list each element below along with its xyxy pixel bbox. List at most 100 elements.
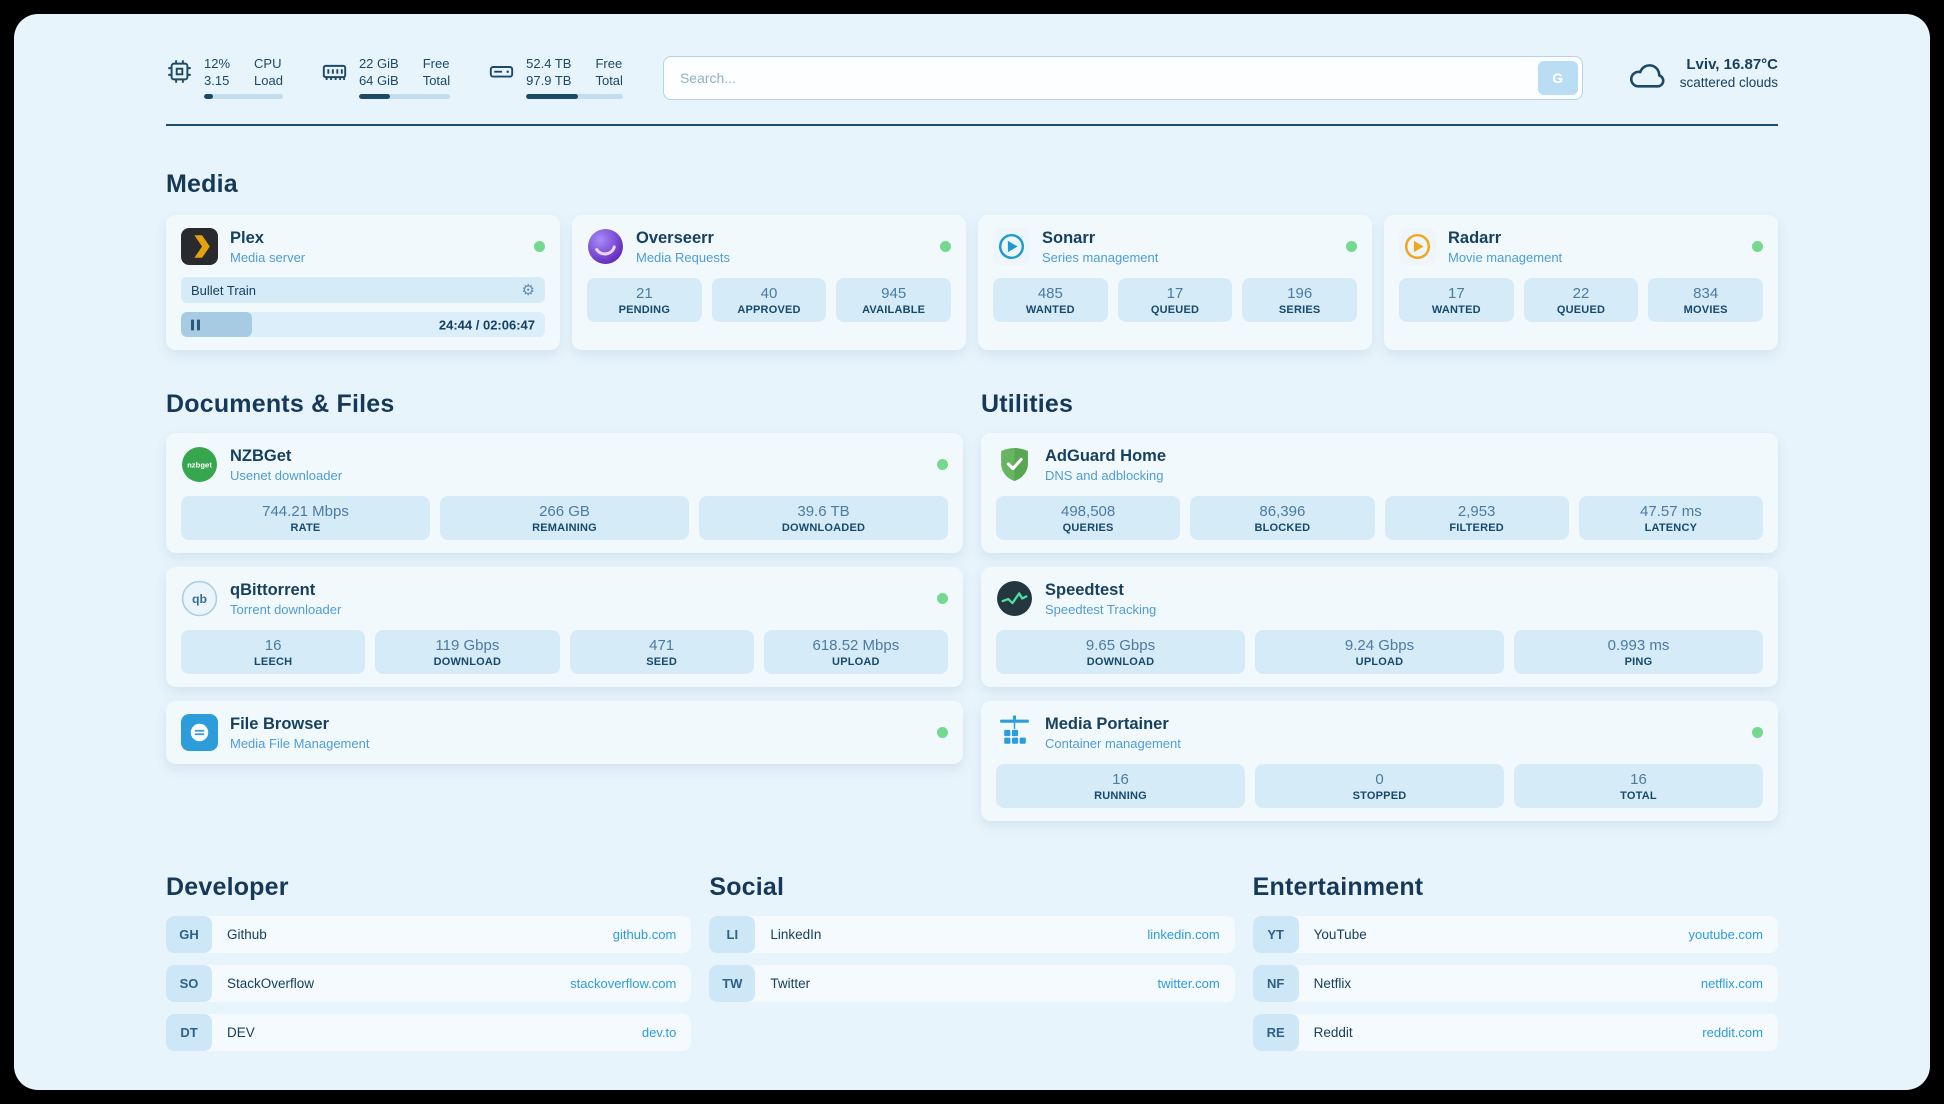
bookmark-twitter[interactable]: TW Twitter twitter.com [709,965,1235,1002]
svg-text:nzbget: nzbget [187,461,212,470]
stat-value: 22 [1572,285,1590,302]
bookmark-url[interactable]: twitter.com [1157,976,1220,991]
utilities-column: Utilities [981,390,1778,821]
status-dot [937,459,948,470]
app-subtitle: Series management [1042,249,1159,265]
bookmark-linkedin[interactable]: LI LinkedIn linkedin.com [709,916,1235,953]
stat-label: TOTAL [1620,790,1657,802]
app-title: File Browser [230,714,330,733]
bookmark-url[interactable]: reddit.com [1702,1025,1763,1040]
stat-value: 47.57 ms [1640,503,1702,520]
stat-label: LEECH [253,656,293,668]
stat-value: 471 [649,637,675,654]
overseerr-card[interactable]: Overseerr Media Requests 21 PENDING 40 A… [572,215,966,350]
ram-total-value: 64 GiB [358,72,399,88]
stat-value: 86,396 [1259,503,1306,520]
stat-label: DOWNLOADED [781,522,866,534]
playback-time: 24:44 / 02:06:47 [438,317,535,332]
plex-card[interactable]: Plex Media server Bullet Train ⚙ 24:44 /… [166,215,560,350]
bookmark-url[interactable]: stackoverflow.com [570,976,677,991]
stat-value: 16 [1630,771,1647,788]
bookmark-netflix[interactable]: NF Netflix netflix.com [1252,965,1778,1002]
stat-box: 0 STOPPED [1255,764,1504,808]
gear-icon[interactable]: ⚙ [521,281,535,299]
search-input[interactable] [662,56,1583,100]
bookmark-reddit[interactable]: RE Reddit reddit.com [1252,1014,1778,1051]
app-subtitle: Usenet downloader [230,467,343,483]
stat-value: 21 [635,285,653,302]
app-subtitle: Torrent downloader [230,601,342,617]
bookmark-name: Twitter [770,976,811,991]
bookmark-name: StackOverflow [227,976,315,991]
free-label: Free [595,56,623,71]
filebrowser-card[interactable]: File Browser Media File Management [166,701,963,764]
qbittorrent-icon: qb [181,580,218,617]
bookmark-url[interactable]: linkedin.com [1147,927,1220,942]
stat-box: 119 Gbps DOWNLOAD [375,630,560,674]
stat-label: UPLOAD [1355,656,1404,668]
qbittorrent-card[interactable]: qb qBittorrent Torrent downloader 16 [166,567,963,687]
bookmark-github[interactable]: GH Github github.com [166,916,692,953]
cpu-label: CPU [254,56,282,71]
stat-label: SERIES [1278,304,1321,316]
bookmark-stackoverflow[interactable]: SO StackOverflow stackoverflow.com [166,965,692,1002]
bookmark-tag: RE [1252,1014,1299,1051]
stat-label: WANTED [1025,304,1075,316]
nzbget-card[interactable]: nzbget NZBGet Usenet downloader 744.21 M… [166,433,963,553]
bookmark-dev[interactable]: DT DEV dev.to [166,1014,692,1051]
plex-now-playing: Bullet Train ⚙ [181,277,545,303]
bookmark-url[interactable]: dev.to [641,1025,677,1040]
speedtest-card[interactable]: Speedtest Speedtest Tracking 9.65 Gbps D… [981,567,1778,687]
adguard-icon [996,446,1033,483]
cloud-icon [1627,57,1669,90]
free-label: Free [422,56,450,71]
total-label: Total [422,72,451,88]
app-subtitle: Media Requests [636,249,730,265]
stat-box: 21 PENDING [587,278,702,322]
search-engine-button[interactable]: G [1537,61,1578,95]
stat-label: BLOCKED [1254,522,1311,534]
bookmark-name: YouTube [1313,927,1367,942]
stat-box: 0.993 ms PING [1514,630,1763,674]
radarr-card[interactable]: Radarr Movie management 17 WANTED 22 QUE… [1384,215,1778,350]
developer-bookmarks: Developer GH Github github.com SO StackO… [166,873,692,1051]
bookmark-name: Reddit [1313,1025,1353,1040]
stat-value: 40 [760,285,778,302]
stat-box: 16 TOTAL [1514,764,1763,808]
stat-label: REMAINING [532,522,597,534]
status-dot [1752,241,1763,252]
bookmark-url[interactable]: github.com [612,927,677,942]
stat-value: 834 [1693,285,1719,302]
nzbget-icon: nzbget [181,446,218,483]
weather-location: Lviv, 16.87°C [1686,56,1778,73]
status-dot [1752,727,1763,738]
app-subtitle: Speedtest Tracking [1045,601,1157,617]
stat-value: 618.52 Mbps [812,637,900,654]
stat-value: 119 Gbps [435,637,500,654]
playback-progress-bar[interactable]: 24:44 / 02:06:47 [181,312,545,337]
stat-value: 39.6 TB [797,503,850,520]
bookmark-url[interactable]: youtube.com [1688,927,1763,942]
stat-box: 17 WANTED [1399,278,1514,322]
sonarr-icon [993,228,1030,265]
portainer-card[interactable]: Media Portainer Container management 16 … [981,701,1778,821]
stat-label: AVAILABLE [862,304,926,316]
stat-box: 2,953 FILTERED [1384,496,1569,540]
adguard-card[interactable]: AdGuard Home DNS and adblocking 498,508 … [981,433,1778,553]
cpu-usage-value: 12% [204,56,231,71]
stat-box: 744.21 Mbps RATE [181,496,430,540]
social-section-title: Social [709,873,785,901]
bookmark-name: Netflix [1313,976,1352,991]
stat-box: 9.24 Gbps UPLOAD [1255,630,1504,674]
bookmark-youtube[interactable]: YT YouTube youtube.com [1252,916,1778,953]
app-title: Sonarr [1042,228,1096,247]
stat-label: LATENCY [1644,522,1698,534]
app-title: qBittorrent [230,580,316,599]
system-metrics: 12% 3.15 CPU Load [166,56,623,99]
sonarr-card[interactable]: Sonarr Series management 485 WANTED 17 Q… [978,215,1372,350]
bookmark-name: LinkedIn [770,927,822,942]
disk-values: 52.4 TB 97.9 TB [526,56,571,89]
pause-icon[interactable] [191,319,200,330]
stat-value: 744.21 Mbps [262,503,349,520]
bookmark-url[interactable]: netflix.com [1700,976,1763,991]
